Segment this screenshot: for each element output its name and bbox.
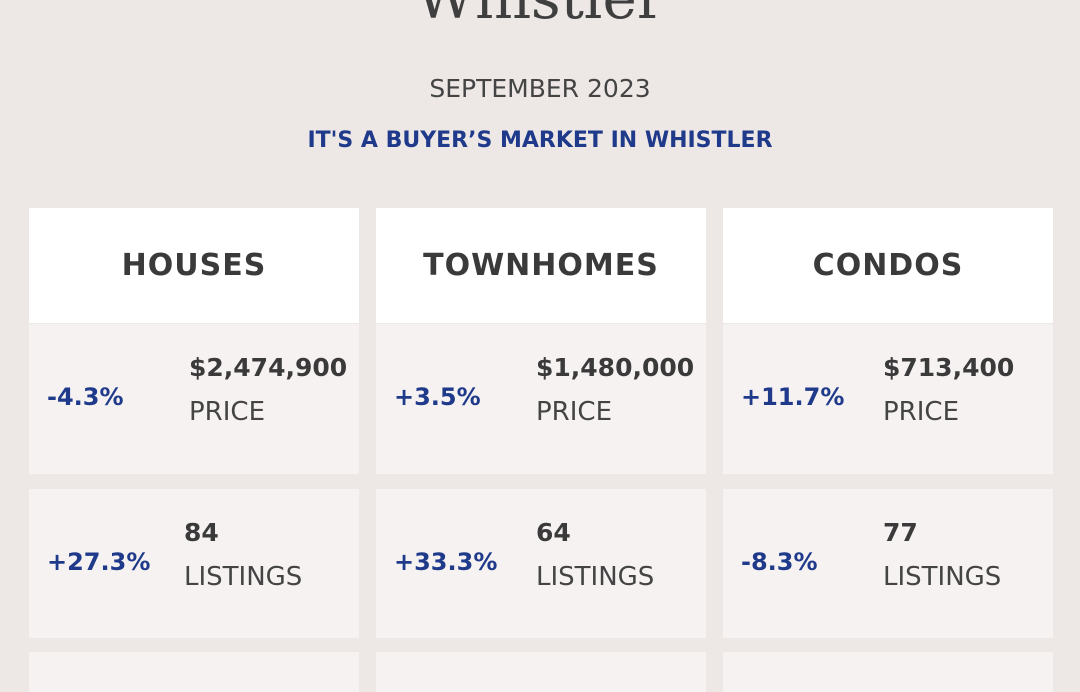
stat-change: -8.3% [741, 547, 818, 576]
stat-card: +11.7% $713,400 PRICE [723, 324, 1053, 474]
stat-value: $713,400 [883, 353, 1015, 382]
column-heading: TOWNHOMES [376, 208, 706, 323]
stat-label: LISTINGS [184, 561, 303, 592]
stat-label: PRICE [189, 397, 265, 427]
stat-card [29, 652, 359, 692]
stat-label: LISTINGS [536, 561, 655, 592]
stat-change: -4.3% [47, 383, 124, 411]
stat-card: -8.3% 77 LISTINGS [723, 489, 1053, 638]
stat-value: 64 [536, 517, 571, 547]
stat-value: $1,480,000 [536, 353, 695, 382]
stat-change: +33.3% [394, 547, 498, 576]
stat-value: 84 [184, 517, 219, 547]
headline: IT'S A BUYER’S MARKET IN WHISTLER [307, 128, 773, 153]
stat-value: $2,474,900 [189, 353, 348, 382]
stat-change: +11.7% [741, 383, 845, 411]
date: SEPTEMBER 2023 [429, 74, 651, 103]
stat-change: +27.3% [47, 547, 151, 576]
stat-card [376, 652, 706, 692]
column-heading: HOUSES [29, 208, 359, 323]
stat-change: +3.5% [394, 383, 481, 411]
title: Whistler [0, 0, 1080, 32]
column: TOWNHOMES +3.5% $1,480,000 PRICE +33.3% 64 LIS… [376, 208, 706, 692]
column: CONDOS +11.7% $713,400 PRICE -8.3% 77 LISTINGS [723, 208, 1053, 692]
stat-label: PRICE [883, 397, 959, 427]
stat-card: +27.3% 84 LISTINGS [29, 489, 359, 638]
stat-card: -4.3% $2,474,900 PRICE [29, 324, 359, 474]
column-heading: CONDOS [723, 208, 1053, 323]
column: HOUSES -4.3% $2,474,900 PRICE +27.3% 84 LISTIN… [29, 208, 359, 692]
stat-card: +33.3% 64 LISTINGS [376, 489, 706, 638]
stat-value: 77 [883, 517, 918, 547]
stat-label: LISTINGS [883, 561, 1002, 592]
stat-card [723, 652, 1053, 692]
stat-card: +3.5% $1,480,000 PRICE [376, 324, 706, 474]
stat-label: PRICE [536, 397, 612, 427]
